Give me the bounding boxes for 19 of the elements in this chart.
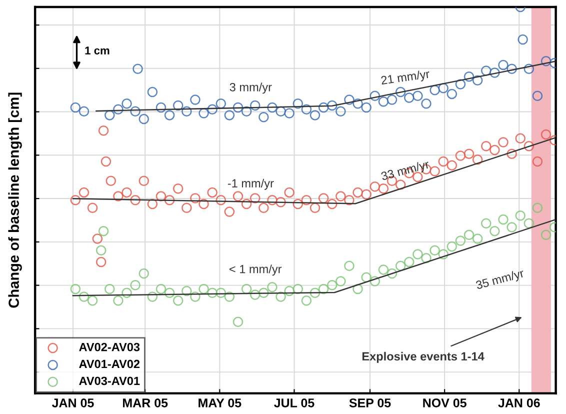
x-tick-label: SEP 05: [349, 398, 391, 408]
x-tick-label: MAY 05: [198, 398, 242, 408]
annotation: < 1 mm/yr: [230, 264, 282, 276]
annotation: 1 cm: [85, 46, 110, 54]
annotation: -1 mm/yr: [228, 178, 274, 190]
legend-label: AV01-AV02: [79, 360, 140, 368]
x-tick-label: NOV 05: [423, 398, 466, 408]
x-tick-label: JAN 06: [498, 398, 540, 408]
annotation: Explosive events 1-14: [362, 352, 484, 363]
x-tick-label: JUL 05: [274, 398, 314, 408]
legend-label: AV02-AV03: [79, 342, 140, 352]
x-tick-label: MAR 05: [123, 398, 168, 408]
x-tick-label: JAN 05: [52, 398, 94, 408]
annotation: 35 mm/yr: [475, 268, 526, 292]
annotation: 33 mm/yr: [380, 160, 430, 183]
annotation: 21 mm/yr: [380, 69, 430, 87]
annotation: 3 mm/yr: [230, 82, 272, 94]
legend-label: AV03-AV01: [79, 376, 140, 386]
y-axis-title: Change of baseline length [cm]: [8, 92, 22, 308]
